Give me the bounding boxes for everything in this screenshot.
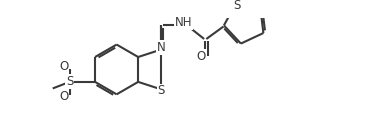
Text: O: O: [197, 50, 206, 63]
Text: O: O: [59, 90, 69, 103]
Text: O: O: [59, 60, 69, 73]
Text: S: S: [66, 75, 73, 88]
Text: S: S: [233, 0, 240, 12]
Text: NH: NH: [175, 16, 192, 29]
Text: N: N: [157, 41, 166, 54]
Text: S: S: [157, 84, 165, 97]
